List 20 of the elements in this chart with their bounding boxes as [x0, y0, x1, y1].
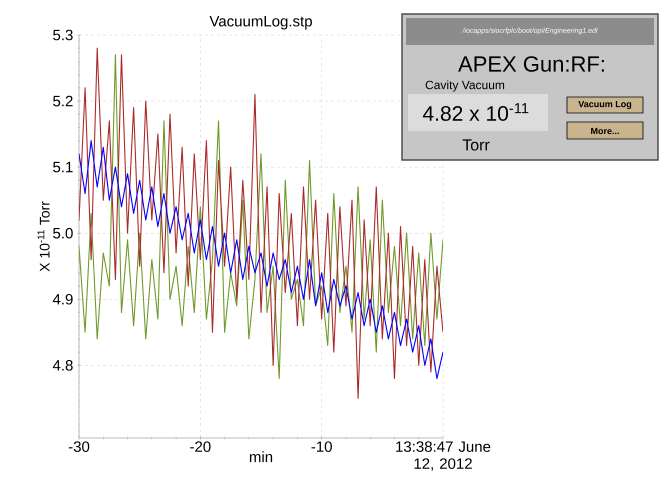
- y-tick-label: 5.0: [53, 228, 73, 238]
- x-tick-label: 13:38:47 June 12, 2012: [396, 441, 490, 471]
- annotation: 4.82 x 10$^{-11}$: [422, 103, 528, 121]
- y-tick-label: 5.3: [53, 30, 73, 40]
- y-tick-label: 5.2: [53, 96, 73, 106]
- text: Torr: [462, 139, 490, 151]
- x-tick-label: -20: [190, 441, 211, 452]
- y-tick-label: 4.8: [52, 360, 73, 371]
- annotation: Cavity Vacuum: [426, 80, 504, 92]
- x-tick-label: -10: [311, 441, 332, 452]
- line-series: [79, 140, 443, 380]
- chart-title: VacuumLog.stp: [210, 16, 312, 30]
- x-axis-title: min: [250, 451, 272, 462]
- text: APEX Gun:RF:: [458, 56, 604, 72]
- y-tick-label: 5.1: [53, 162, 73, 172]
- x-tick-label: -30: [68, 441, 90, 452]
- y-tick-label: 4.9: [52, 294, 73, 305]
- y-axis-title: X 10$^{-11}$ Torr: [38, 201, 50, 272]
- text: Vacuum Log: [578, 100, 632, 110]
- text: More...: [591, 128, 619, 134]
